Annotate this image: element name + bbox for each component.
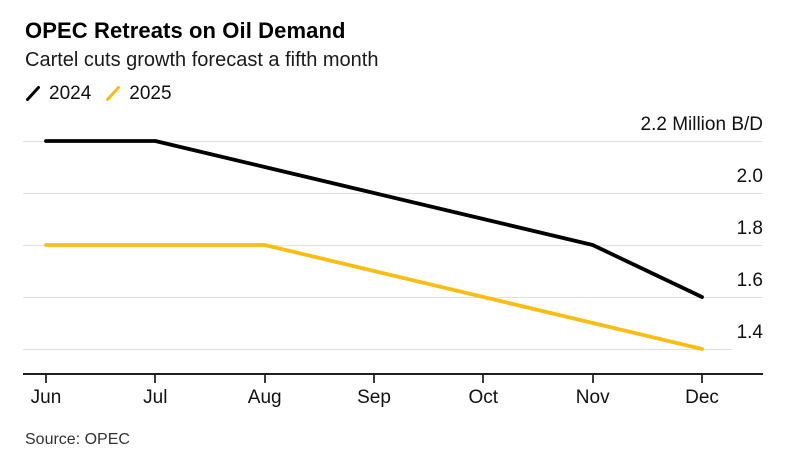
line-swatch-2025-icon: [106, 86, 121, 101]
legend-item-2024: 2024: [25, 84, 91, 103]
x-axis-tick: [482, 375, 485, 383]
x-axis-month-label: Nov: [575, 387, 610, 408]
y-axis-tick-label: 2.2 Million B/D: [640, 114, 764, 135]
legend-label-2025: 2025: [129, 83, 172, 104]
x-axis-month-label: Sep: [357, 387, 391, 408]
x-axis-tick: [45, 375, 47, 383]
line-2025: [44, 243, 704, 351]
x-axis-tick: [263, 375, 266, 383]
line-2024: [44, 139, 704, 299]
line-swatch-2024-icon: [26, 86, 40, 101]
gridline: [23, 349, 732, 351]
x-axis-month-label: Dec: [685, 387, 719, 408]
y-axis-tick-label: 2.0: [736, 166, 763, 187]
x-axis-tick: [701, 375, 703, 383]
gridline: [23, 297, 763, 299]
legend-label-2024: 2024: [49, 83, 92, 104]
y-axis-tick-label: 1.8: [736, 218, 763, 239]
gridline: [23, 141, 763, 143]
x-axis-tick: [591, 375, 594, 383]
x-axis-tick: [154, 375, 157, 383]
x-axis-tick: [373, 375, 375, 383]
x-axis-line: [23, 373, 763, 375]
chart-title: OPEC Retreats on Oil Demand: [25, 18, 346, 43]
gridline: [23, 245, 763, 247]
x-axis-month-label: Aug: [247, 387, 282, 408]
legend-item-2025: 2025: [105, 83, 172, 104]
gridline: [23, 193, 763, 195]
x-axis-month-label: Jun: [30, 387, 62, 408]
y-axis-tick-label: 1.6: [736, 270, 763, 291]
chart-subtitle: Cartel cuts growth forecast a fifth mont…: [25, 49, 379, 71]
chart-legend: 2024 2025: [25, 84, 172, 103]
source-note: Source: OPEC: [25, 431, 130, 448]
y-axis-tick-label: 1.4: [736, 322, 763, 343]
x-axis-month-label: Jul: [143, 387, 168, 408]
x-axis-month-label: Oct: [468, 387, 499, 408]
